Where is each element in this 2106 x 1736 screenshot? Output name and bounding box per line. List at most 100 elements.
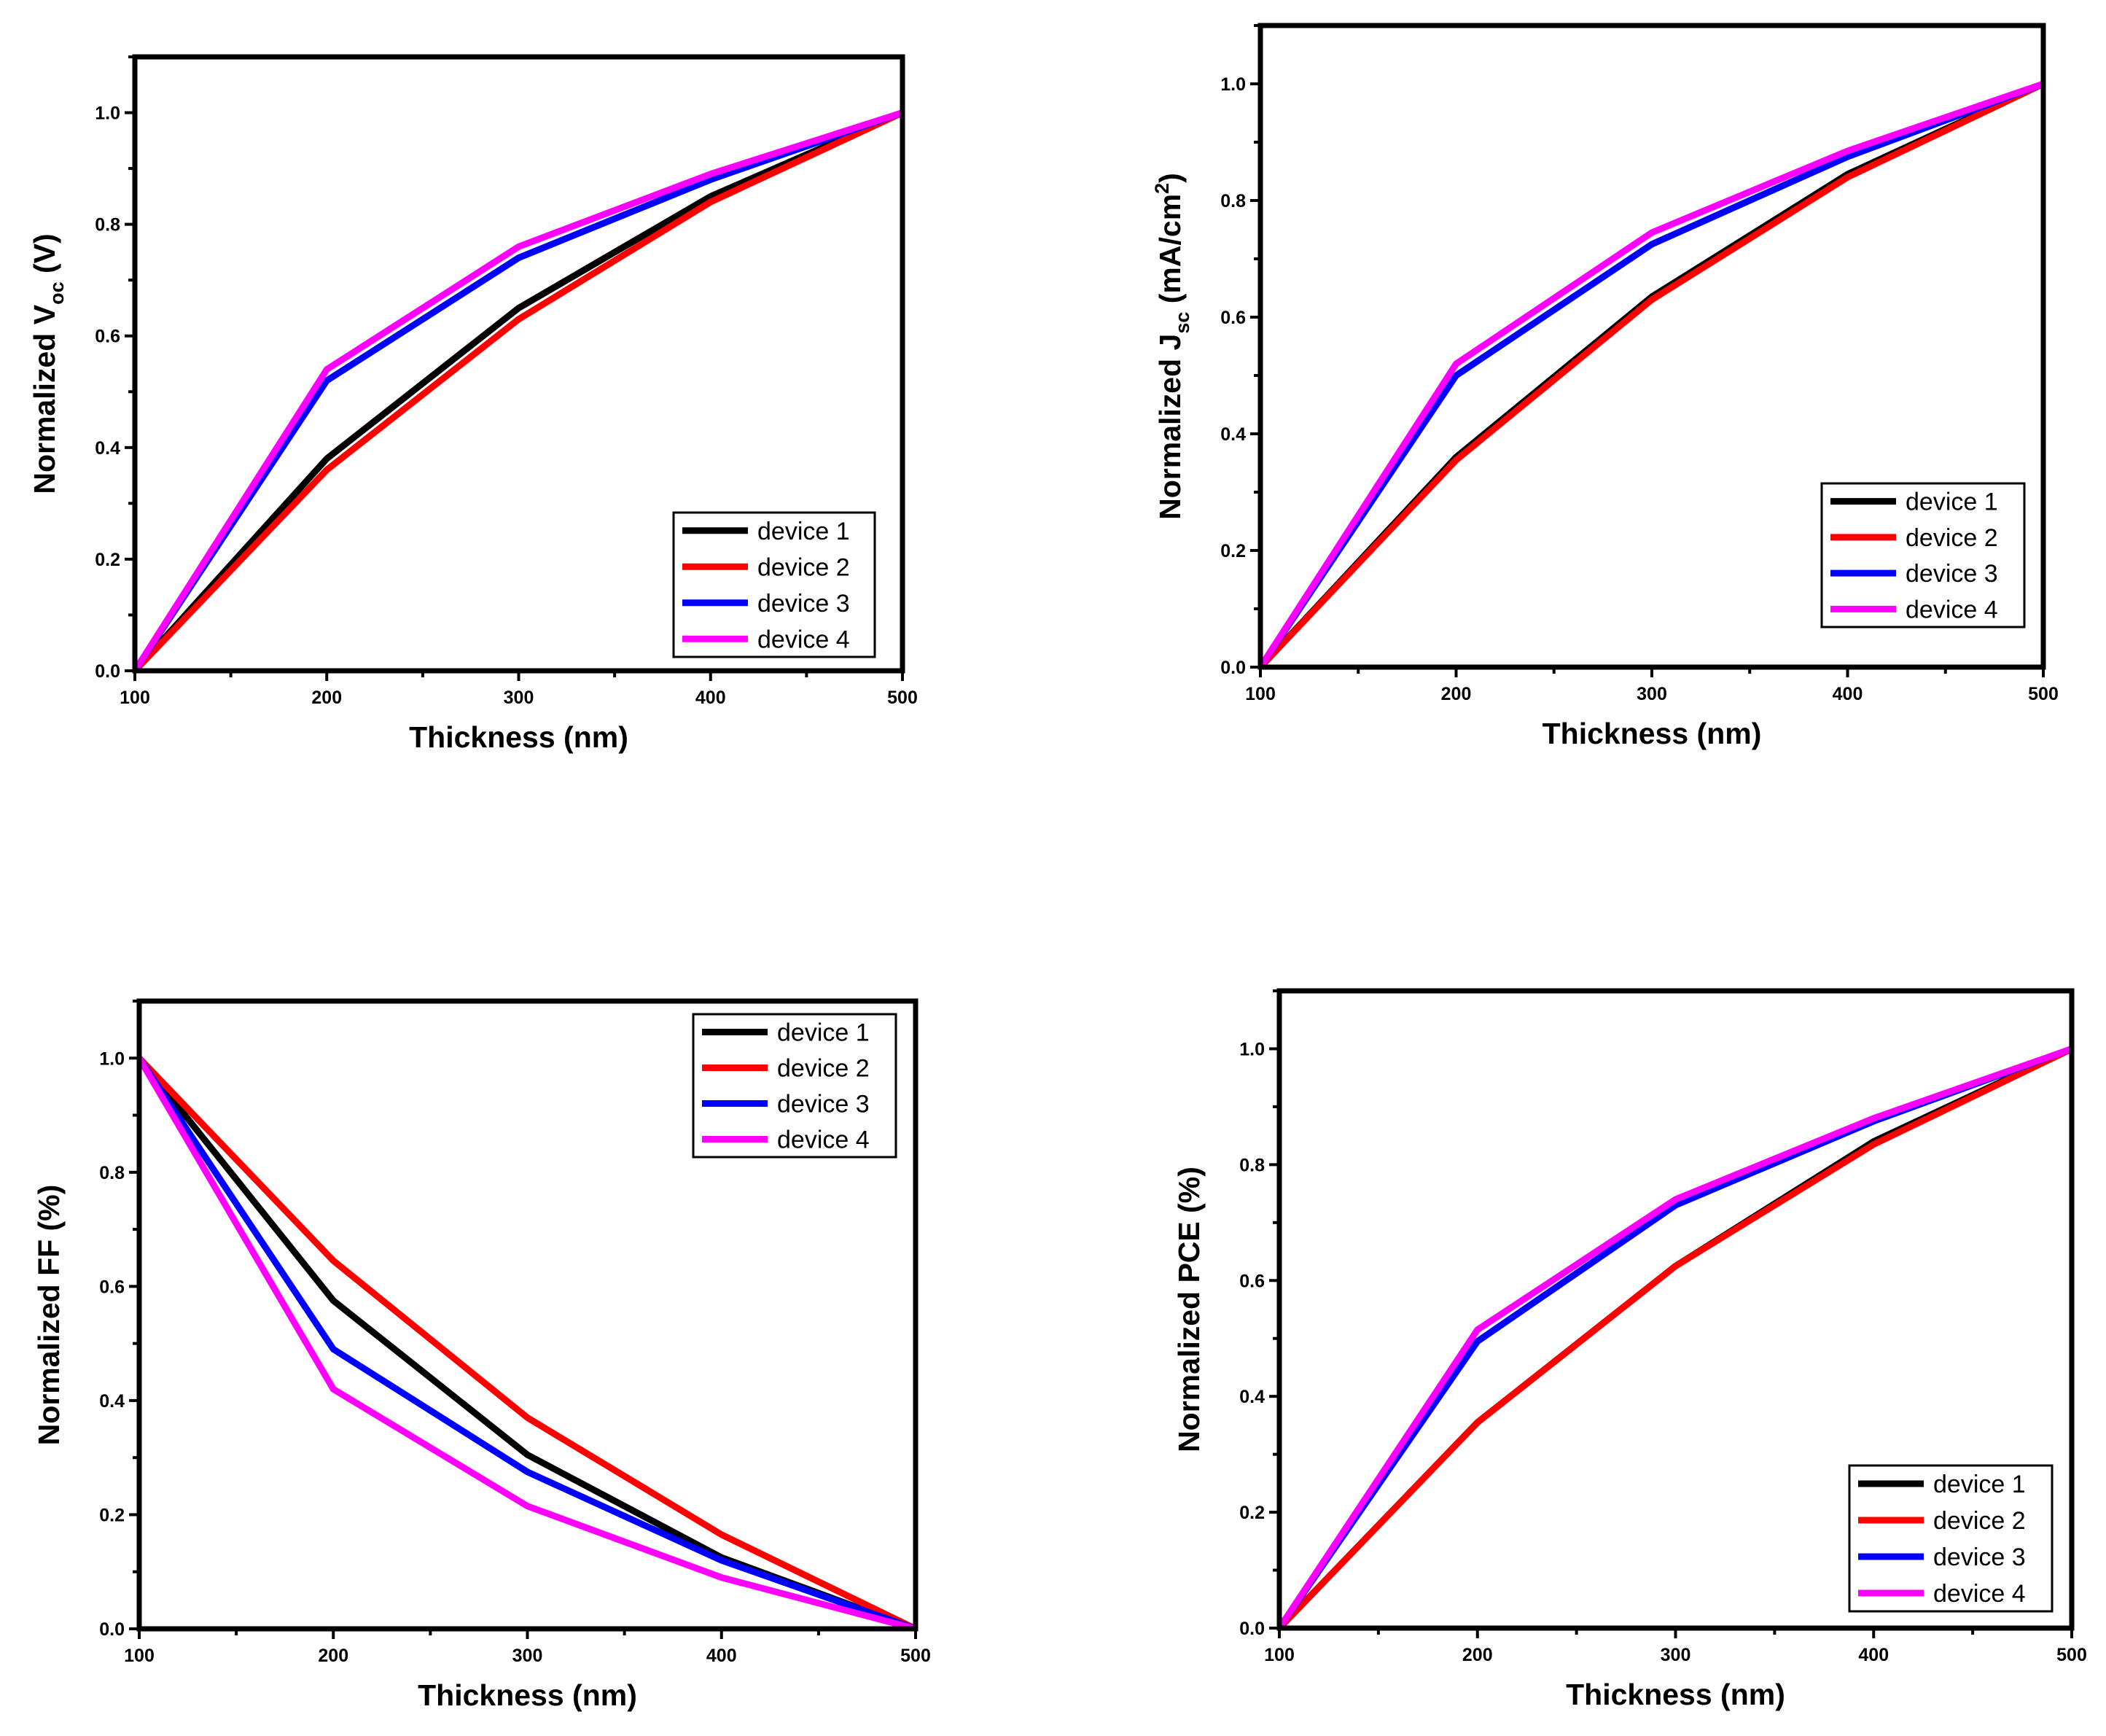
series-group <box>1260 80 2043 667</box>
x-tick-label: 300 <box>512 1646 543 1666</box>
x-tick-label: 300 <box>1661 1645 1691 1665</box>
series-line-device-4 <box>139 1054 916 1629</box>
y-tick-label: 0.8 <box>95 215 120 236</box>
x-tick-label: 500 <box>2056 1645 2087 1665</box>
y-tick-label: 0.6 <box>95 327 120 347</box>
y-tick-label: 0.8 <box>1220 191 1246 211</box>
x-tick-label: 200 <box>318 1646 348 1666</box>
y-tick-label: 0.0 <box>95 661 120 682</box>
series-group <box>135 109 902 671</box>
y-tick-label: 0.4 <box>1220 424 1246 445</box>
legend-label: device 2 <box>1906 524 1998 552</box>
plot-frame <box>1257 23 2046 670</box>
y-tick-label: 0.8 <box>99 1163 125 1183</box>
y-tick-label: 0.0 <box>1220 658 1246 678</box>
y-tick-label: 1.0 <box>1239 1039 1265 1059</box>
series-group <box>1279 1046 2072 1628</box>
legend-label: device 1 <box>1933 1471 2026 1498</box>
series-line-device-2 <box>1260 80 2043 667</box>
plot-frame <box>1276 988 2075 1631</box>
x-tick-label: 500 <box>900 1646 931 1666</box>
y-tick-label: 0.6 <box>99 1277 125 1297</box>
x-tick-label: 100 <box>124 1646 155 1666</box>
y-tick-label: 0.4 <box>95 438 120 459</box>
x-tick-label: 300 <box>504 688 534 708</box>
legend-label: device 1 <box>1906 489 1998 516</box>
series-line-device-4 <box>135 109 902 671</box>
x-tick-label: 100 <box>120 688 150 708</box>
chart-ff: 100 200 300 400 500 0.0 0.2 0.4 0.6 0.8 1.0 Thickne… <box>32 998 931 1712</box>
x-tick-label: 500 <box>887 688 918 708</box>
y-axis-label: Normalized Jsc (mA/cm2) <box>1151 173 1193 520</box>
series-line-device-4 <box>1279 1046 2072 1628</box>
legend-label: device 1 <box>777 1019 870 1047</box>
x-tick-label: 500 <box>2028 684 2059 704</box>
legend-label: device 4 <box>1933 1580 2026 1608</box>
y-tick-label: 0.8 <box>1239 1155 1265 1175</box>
series-line-device-3 <box>135 109 902 671</box>
chart-jsc: 100 200 300 400 500 0.0 0.2 0.4 0.6 0.8 1.0 Thickne… <box>1151 23 2059 750</box>
y-tick-label: 0.2 <box>95 550 120 570</box>
legend-box <box>1848 1464 2054 1613</box>
x-tick-label: 100 <box>1264 1645 1295 1665</box>
y-axis-label: Normalized FF (%) <box>32 1185 66 1446</box>
series-line-device-3 <box>139 1054 916 1629</box>
y-axis-label: Normalized Voc (V) <box>28 233 68 494</box>
series-line-device-2 <box>135 109 902 671</box>
legend-label: device 4 <box>777 1126 870 1154</box>
legend: device 1 device 2 device 3 device 4 <box>1820 482 2026 628</box>
y-tick-label: 1.0 <box>1220 74 1246 95</box>
y-tick-label: 1.0 <box>99 1048 125 1069</box>
x-axis-label: Thickness (nm) <box>1566 1678 1785 1711</box>
series-group <box>139 1054 916 1629</box>
legend-label: device 2 <box>757 553 850 581</box>
x-tick-label: 200 <box>1441 684 1472 704</box>
series-line-device-3 <box>1260 80 2043 667</box>
x-axis-label: Thickness (nm) <box>1543 717 1762 750</box>
series-line-device-4 <box>1260 80 2043 667</box>
y-tick-label: 0.0 <box>99 1619 125 1640</box>
x-tick-label: 100 <box>1245 684 1276 704</box>
series-line-device-2 <box>139 1054 916 1629</box>
chart-pce: 100 200 300 400 500 0.0 0.2 0.4 0.6 0.8 1.0 Thickne… <box>1172 988 2087 1711</box>
x-tick-label: 400 <box>695 688 726 708</box>
y-tick-label: 0.2 <box>1220 541 1246 561</box>
legend: device 1 device 2 device 3 device 4 <box>672 511 876 658</box>
legend-box <box>1820 482 2026 628</box>
legend-label: device 1 <box>757 518 850 545</box>
legend-label: device 4 <box>1906 596 1998 623</box>
legend: device 1 device 2 device 3 device 4 <box>1848 1464 2054 1613</box>
legend-label: device 2 <box>777 1055 870 1083</box>
legend-label: device 3 <box>757 590 850 618</box>
y-tick-label: 1.0 <box>95 104 120 124</box>
legend: device 1 device 2 device 3 device 4 <box>692 1013 897 1159</box>
y-tick-label: 0.6 <box>1239 1271 1265 1291</box>
plot-frame <box>132 54 905 674</box>
x-tick-label: 400 <box>1858 1645 1889 1665</box>
legend-label: device 3 <box>1933 1544 2026 1571</box>
y-tick-label: 0.0 <box>1239 1619 1265 1639</box>
series-line-device-1 <box>135 109 902 671</box>
chart-voc: 100 200 300 400 500 0.0 0.2 0.4 0.6 0.8 1.0 Thickne… <box>28 54 918 754</box>
legend-box <box>672 511 876 658</box>
y-tick-label: 0.4 <box>99 1391 125 1412</box>
legend-label: device 4 <box>757 626 850 653</box>
legend-box <box>692 1013 897 1159</box>
series-line-device-2 <box>1279 1046 2072 1628</box>
y-tick-label: 0.4 <box>1239 1387 1265 1407</box>
y-tick-label: 0.6 <box>1220 308 1246 328</box>
plot-frame <box>136 998 919 1632</box>
x-tick-label: 200 <box>1462 1645 1493 1665</box>
x-axis-label: Thickness (nm) <box>409 720 628 754</box>
x-tick-label: 400 <box>706 1646 737 1666</box>
legend-label: device 3 <box>777 1091 870 1118</box>
x-axis-label: Thickness (nm) <box>418 1678 637 1712</box>
x-tick-label: 200 <box>311 688 342 708</box>
y-tick-label: 0.2 <box>99 1505 125 1525</box>
legend-label: device 3 <box>1906 560 1998 588</box>
y-tick-label: 0.2 <box>1239 1503 1265 1523</box>
x-tick-label: 300 <box>1637 684 1667 704</box>
x-tick-label: 400 <box>1833 684 1863 704</box>
y-axis-label: Normalized PCE (%) <box>1172 1167 1206 1452</box>
